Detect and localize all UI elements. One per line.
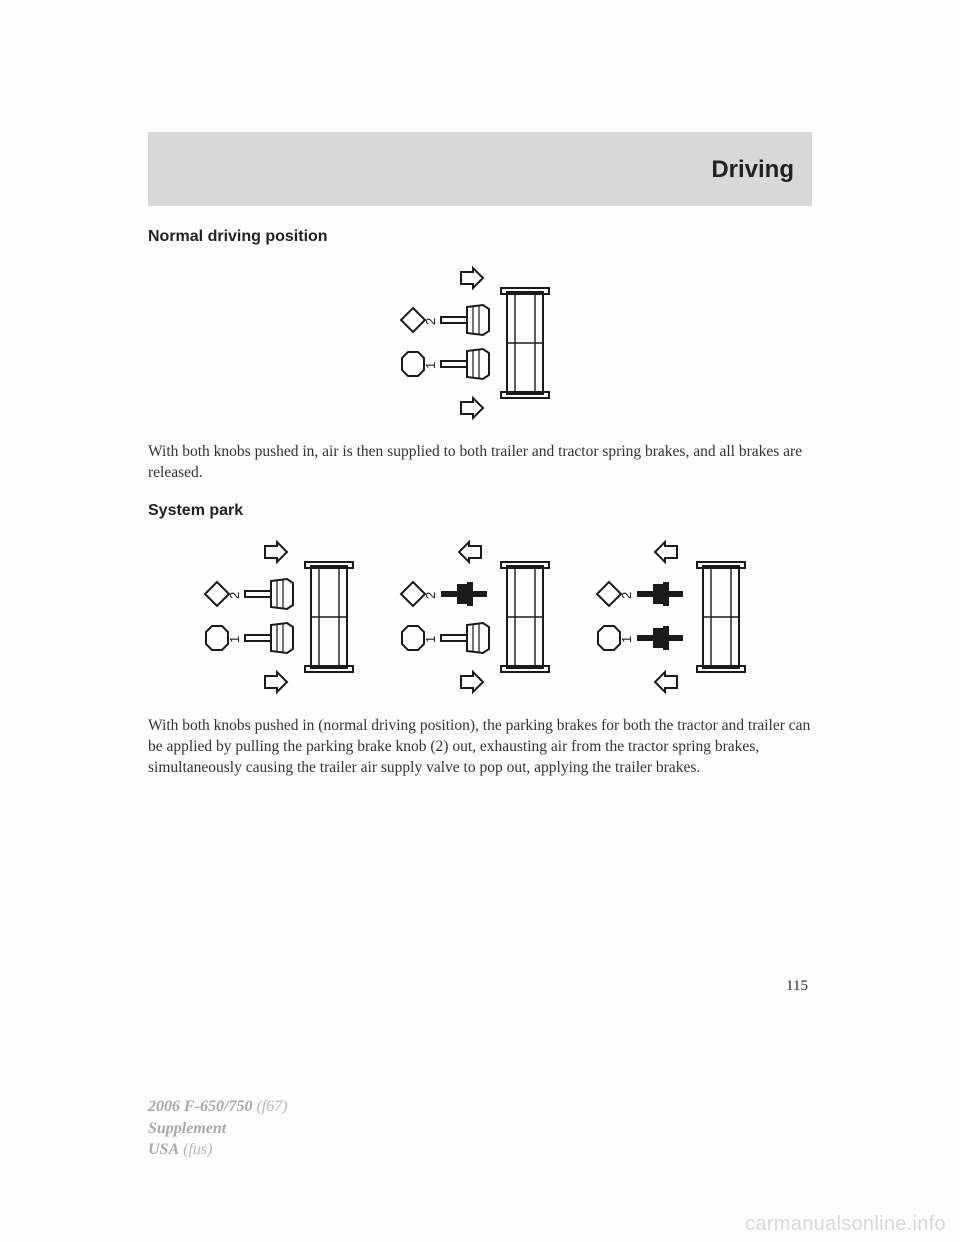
svg-text:2: 2 [619,592,634,599]
page-number: 115 [786,978,808,995]
knob-diagram-unit: 21 [395,538,565,696]
knob-diagram-unit: 21 [199,538,369,696]
svg-text:2: 2 [227,592,242,599]
svg-text:1: 1 [423,362,438,369]
svg-text:1: 1 [227,636,242,643]
knob-diagram-unit: 21 [591,538,761,696]
section2-body: With both knobs pushed in (normal drivin… [148,716,812,779]
diagram-normal-driving: 21 [148,264,812,422]
svg-text:1: 1 [423,636,438,643]
chapter-title: Driving [711,156,794,184]
section2-heading: System park [148,502,812,520]
watermark: carmanualsonline.info [745,1213,946,1236]
diagram-system-park: 212121 [148,538,812,696]
section1-heading: Normal driving position [148,228,812,246]
pub-region: USA [148,1141,179,1158]
publication-info: 2006 F-650/750 (f67) Supplement USA (fus… [148,1096,288,1161]
page-content: Normal driving position 21 With both kno… [148,228,812,797]
pub-supplement: Supplement [148,1118,288,1140]
svg-text:2: 2 [423,318,438,325]
section1-body: With both knobs pushed in, air is then s… [148,442,812,484]
svg-text:1: 1 [619,636,634,643]
pub-code: (f67) [256,1098,287,1115]
pub-fus: (fus) [183,1141,212,1158]
header-bar: Driving [148,132,812,206]
knob-diagram-unit: 21 [395,264,565,422]
pub-model: 2006 F-650/750 [148,1098,252,1115]
svg-text:2: 2 [423,592,438,599]
